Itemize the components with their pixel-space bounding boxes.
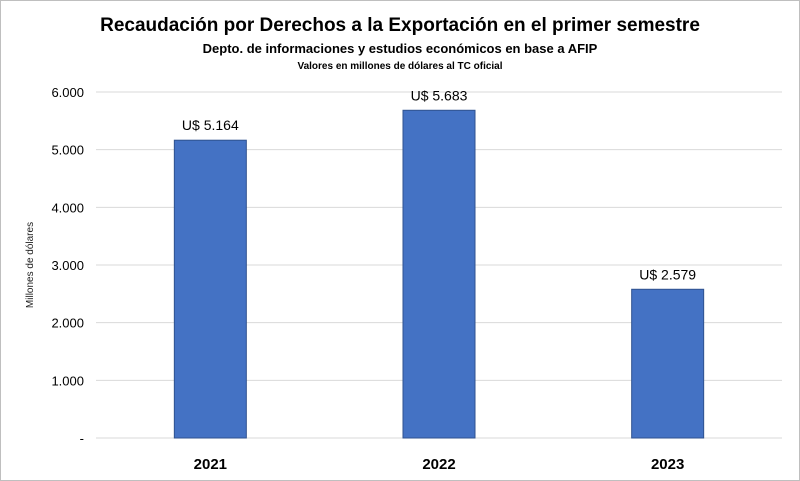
chart-subtitle: Depto. de informaciones y estudios econó… xyxy=(203,41,598,56)
y-axis-label: Millones de dólares xyxy=(25,222,36,308)
y-axis-ticks: - 1.000 2.000 3.000 4.000 5.000 6.000 xyxy=(51,85,84,446)
y-tick-label: 3.000 xyxy=(51,258,84,273)
x-category-2023: 2023 xyxy=(651,456,684,473)
chart-subtitle-note: Valores en millones de dólares al TC ofi… xyxy=(297,61,502,72)
y-tick-label: 4.000 xyxy=(51,200,84,215)
y-tick-label: 6.000 xyxy=(51,85,84,100)
bar-2021 xyxy=(173,139,247,439)
x-category-2022: 2022 xyxy=(422,456,455,473)
y-tick-label: - xyxy=(80,431,84,446)
bars xyxy=(173,109,705,439)
y-tick-label: 1.000 xyxy=(51,373,84,388)
bar-2023 xyxy=(631,288,705,439)
data-label-2023: U$ 2.579 xyxy=(639,266,696,282)
bar-2022 xyxy=(402,109,476,439)
x-category-2021: 2021 xyxy=(194,456,227,473)
y-tick-label: 5.000 xyxy=(51,143,84,158)
y-tick-label: 2.000 xyxy=(51,316,84,331)
x-axis-categories: 2021 2022 2023 xyxy=(194,456,685,473)
chart-title: Recaudación por Derechos a la Exportació… xyxy=(100,15,700,36)
data-label-2021: U$ 5.164 xyxy=(182,117,239,133)
data-label-2022: U$ 5.683 xyxy=(411,87,468,103)
data-labels: U$ 5.164 U$ 5.683 U$ 2.579 xyxy=(182,87,696,282)
